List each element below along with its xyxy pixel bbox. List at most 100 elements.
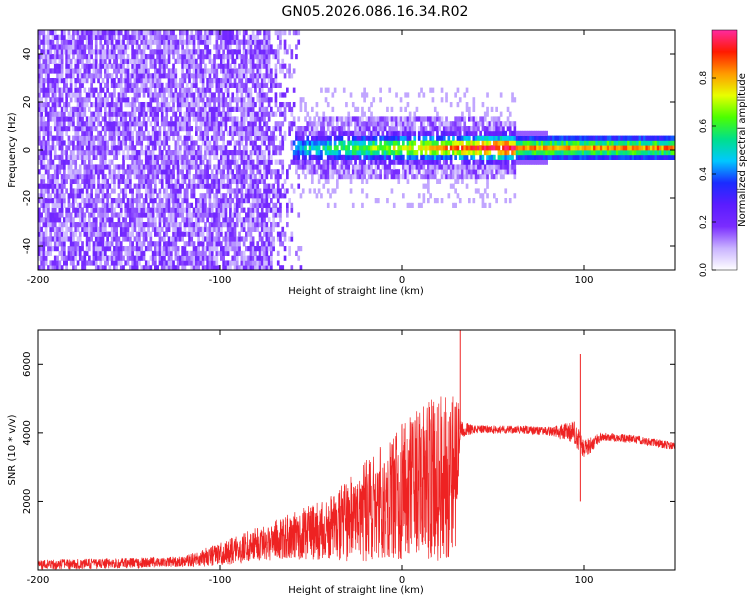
spectrogram-cell — [292, 188, 296, 194]
spectrogram-cell — [69, 236, 73, 242]
spectrogram-cell — [204, 34, 207, 40]
spectrogram-cell — [222, 135, 225, 141]
spectrogram-cell — [165, 63, 169, 69]
spectrogram-cell — [222, 255, 225, 261]
spectrogram-cell — [333, 169, 337, 175]
spectrogram-cell — [133, 30, 137, 36]
spectrogram-cell — [158, 30, 162, 36]
spectrogram-cell — [158, 102, 162, 108]
spectrogram-cell — [235, 92, 239, 98]
spectrogram-cell — [42, 68, 46, 74]
spectrogram-cell — [53, 193, 57, 199]
spectrogram-cell — [304, 130, 307, 136]
spectrogram-cell — [174, 92, 178, 98]
spectrogram-cell — [201, 78, 205, 84]
spectrogram-cell — [358, 116, 362, 122]
spectrogram-cell — [242, 145, 246, 151]
spectrogram-cell — [63, 106, 66, 112]
spectrogram-cell — [140, 34, 144, 40]
spectrogram-cell — [140, 212, 144, 218]
spectrogram-cell — [324, 150, 328, 156]
spectrogram-cell — [322, 145, 326, 151]
spectrogram-cell — [126, 231, 130, 237]
spectrogram-cell — [195, 183, 198, 189]
spectrogram-cell — [167, 130, 171, 136]
spectrogram-cell — [217, 106, 221, 112]
spectrogram-cell — [76, 58, 80, 64]
spectrogram-cell — [190, 255, 194, 261]
spectrogram-cell — [265, 265, 269, 271]
spectrogram-cell — [126, 183, 130, 189]
spectrogram-cell — [140, 87, 144, 93]
spectrogram-cell — [115, 174, 118, 180]
spectrogram-cell — [217, 30, 221, 36]
spectrogram-cell — [135, 174, 139, 180]
spectrogram-cell — [206, 159, 209, 165]
spectrogram-cell — [74, 145, 78, 151]
spectrogram-cell — [140, 102, 144, 108]
spectrogram-cell — [199, 58, 203, 64]
spectrogram-cell — [106, 54, 109, 60]
spectrogram-cell — [251, 126, 255, 132]
spectrogram-cell — [222, 58, 225, 64]
spectrogram-cell — [65, 222, 68, 228]
spectrogram-cell — [44, 154, 48, 160]
spectrogram-cell — [208, 236, 212, 242]
spectrogram-cell — [288, 44, 291, 50]
spectrogram-cell — [192, 222, 196, 228]
spectrogram-cell — [238, 231, 241, 237]
spectrogram-cell — [92, 126, 96, 132]
spectrogram-cell — [131, 250, 134, 256]
spectrogram-cell — [215, 34, 219, 40]
spectrogram-cell — [170, 236, 173, 242]
spectrogram-cell — [172, 202, 175, 208]
spectrogram-cell — [349, 154, 353, 160]
spectrogram-cell — [399, 106, 403, 112]
spectrogram-cell — [390, 150, 394, 156]
spectrogram-cell — [47, 130, 50, 136]
spectrogram-cell — [138, 130, 141, 136]
spectrogram-cell — [183, 111, 187, 117]
spectrogram-cell — [113, 246, 116, 252]
spectrogram-cell — [160, 202, 164, 208]
spectrogram-cell — [242, 111, 246, 117]
spectrogram-cell — [92, 78, 96, 84]
spectrogram-cell — [67, 73, 71, 79]
spectrogram-cell — [217, 145, 221, 151]
spectrogram-cell — [276, 58, 280, 64]
spectrogram-cell — [138, 102, 141, 108]
spectrogram-cell — [88, 87, 91, 93]
spectrogram-cell — [274, 174, 278, 180]
spectrogram-cell — [158, 130, 162, 136]
spectrogram-cell — [129, 154, 132, 160]
spectrogram-cell — [217, 198, 221, 204]
spectrogram-cell — [370, 116, 373, 122]
spectrogram-cell — [58, 49, 62, 55]
spectrogram-cell — [256, 34, 260, 40]
spectrogram-cell — [160, 49, 164, 55]
spectrogram-cell — [329, 130, 332, 136]
spectrogram-cell — [308, 150, 312, 156]
spectrogram-cell — [83, 255, 87, 261]
spectrogram-cell — [292, 150, 296, 156]
spectrogram-cell — [263, 140, 266, 146]
spectrogram-cell — [126, 54, 130, 60]
spectrogram-cell — [365, 150, 369, 156]
spectrogram-cell — [206, 82, 209, 88]
spectrogram-cell — [358, 174, 362, 180]
spectrogram-cell — [74, 111, 78, 117]
spectrogram-cell — [88, 246, 91, 252]
spectrogram-cell — [72, 250, 75, 256]
spectrogram-cell — [99, 82, 103, 88]
spectrogram-cell — [163, 130, 166, 136]
spectrogram-cell — [172, 121, 175, 127]
spectrogram-cell — [47, 73, 50, 79]
spectrogram-cell — [69, 44, 73, 50]
spectrogram-cell — [242, 226, 246, 232]
spectrogram-cell — [49, 217, 53, 223]
spectrogram-cell — [399, 135, 403, 141]
spectrogram-cell — [206, 97, 209, 103]
spectrogram-cell — [317, 150, 321, 156]
spectrogram-cell — [133, 58, 137, 64]
spectrogram-cell — [320, 169, 323, 175]
